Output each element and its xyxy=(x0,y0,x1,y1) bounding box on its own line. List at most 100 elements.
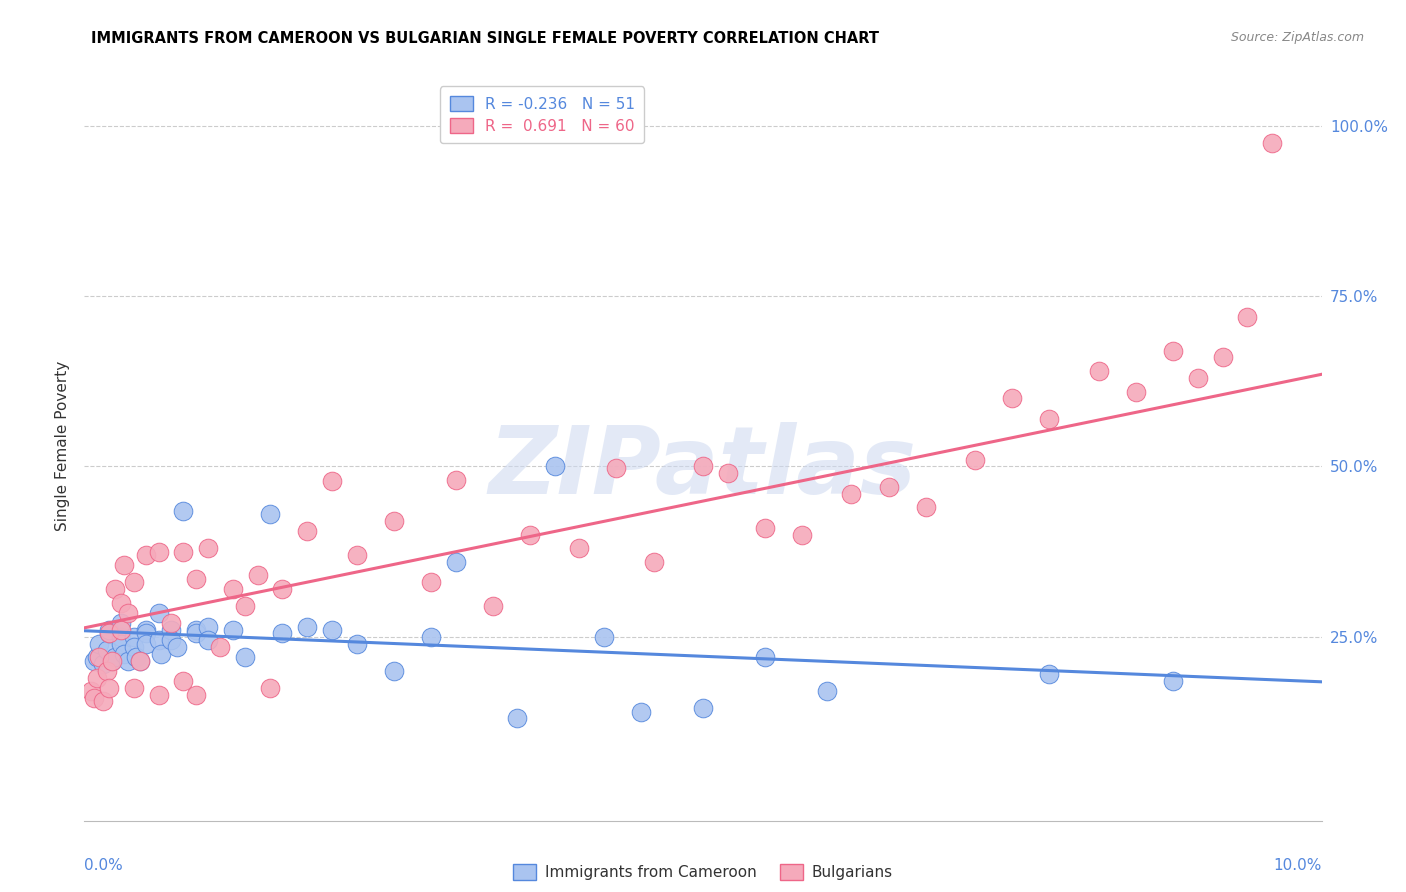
Point xyxy=(110,616,132,631)
Point xyxy=(1001,392,1024,406)
Point xyxy=(506,711,529,725)
Point xyxy=(877,480,900,494)
Point xyxy=(754,650,776,665)
Point xyxy=(233,650,256,665)
Point xyxy=(98,623,121,637)
Point xyxy=(110,596,132,610)
Point xyxy=(481,599,503,613)
Point xyxy=(790,527,813,541)
Point xyxy=(184,626,207,640)
Point xyxy=(321,623,343,637)
Point xyxy=(83,691,105,706)
Point xyxy=(110,630,132,644)
Point xyxy=(382,664,405,678)
Point xyxy=(160,633,183,648)
Point xyxy=(122,681,145,695)
Point xyxy=(79,684,101,698)
Point xyxy=(110,636,132,650)
Point xyxy=(1038,411,1060,425)
Point xyxy=(160,616,183,631)
Point xyxy=(543,459,565,474)
Point xyxy=(222,582,245,596)
Point xyxy=(841,486,863,500)
Point xyxy=(295,524,318,538)
Point xyxy=(86,671,108,685)
Point xyxy=(1125,384,1147,399)
Point xyxy=(98,626,121,640)
Point xyxy=(184,688,207,702)
Point xyxy=(271,582,294,596)
Point xyxy=(1187,371,1209,385)
Point xyxy=(135,623,157,637)
Point xyxy=(100,654,122,668)
Point xyxy=(1161,673,1184,688)
Point xyxy=(295,619,318,633)
Point xyxy=(83,654,105,668)
Point xyxy=(91,694,114,708)
Point xyxy=(346,636,368,650)
Point xyxy=(419,630,441,644)
Point xyxy=(692,701,714,715)
Text: ZIPatlas: ZIPatlas xyxy=(489,423,917,515)
Point xyxy=(160,623,183,637)
Point xyxy=(104,582,127,596)
Point xyxy=(246,568,269,582)
Point xyxy=(91,657,114,671)
Text: Source: ZipAtlas.com: Source: ZipAtlas.com xyxy=(1230,31,1364,45)
Point xyxy=(754,521,776,535)
Point xyxy=(1236,310,1258,324)
Point xyxy=(1038,667,1060,681)
Point xyxy=(122,630,145,644)
Point xyxy=(197,633,219,648)
Point xyxy=(815,684,838,698)
Point xyxy=(125,650,148,665)
Point xyxy=(259,681,281,695)
Point xyxy=(86,650,108,665)
Point xyxy=(197,541,219,556)
Point xyxy=(89,650,111,665)
Point xyxy=(129,654,152,668)
Point xyxy=(692,459,714,474)
Point xyxy=(568,541,591,556)
Point xyxy=(717,467,740,481)
Point xyxy=(110,623,132,637)
Point xyxy=(222,623,245,637)
Point xyxy=(122,640,145,654)
Point xyxy=(135,626,157,640)
Y-axis label: Single Female Poverty: Single Female Poverty xyxy=(55,361,70,531)
Point xyxy=(98,626,121,640)
Point xyxy=(148,688,170,702)
Point xyxy=(166,640,188,654)
Point xyxy=(184,623,207,637)
Point xyxy=(122,575,145,590)
Legend: Immigrants from Cameroon, Bulgarians: Immigrants from Cameroon, Bulgarians xyxy=(508,858,898,887)
Point xyxy=(233,599,256,613)
Point xyxy=(643,555,665,569)
Point xyxy=(135,636,157,650)
Point xyxy=(197,619,219,633)
Text: 0.0%: 0.0% xyxy=(84,858,124,873)
Point xyxy=(117,606,139,620)
Point xyxy=(1161,343,1184,358)
Point xyxy=(271,626,294,640)
Point xyxy=(112,558,135,573)
Point xyxy=(346,548,368,562)
Point xyxy=(172,673,194,688)
Point xyxy=(382,514,405,528)
Point xyxy=(89,636,111,650)
Point xyxy=(129,654,152,668)
Point xyxy=(172,544,194,558)
Point xyxy=(630,705,652,719)
Point xyxy=(96,643,118,657)
Point xyxy=(593,630,616,644)
Point xyxy=(148,544,170,558)
Point xyxy=(1212,351,1234,365)
Point xyxy=(148,633,170,648)
Point xyxy=(135,548,157,562)
Point xyxy=(259,507,281,521)
Point xyxy=(184,572,207,586)
Point xyxy=(321,475,343,489)
Point xyxy=(605,460,627,475)
Point xyxy=(444,555,467,569)
Point xyxy=(209,640,232,654)
